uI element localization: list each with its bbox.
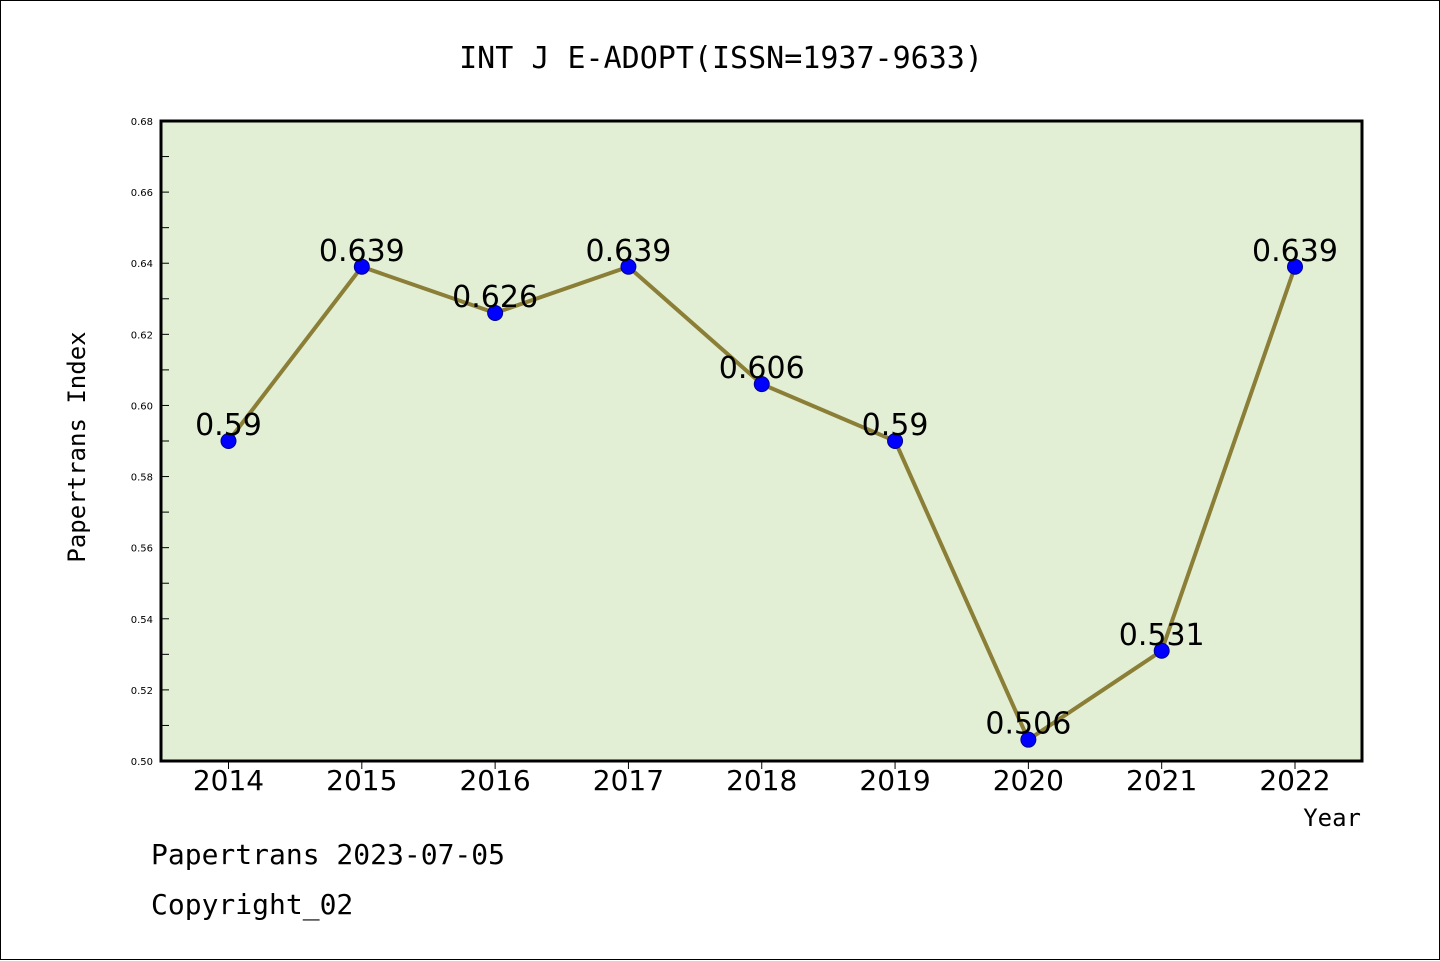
y-tick-label: 0.50 xyxy=(131,757,153,768)
data-point xyxy=(353,258,370,275)
data-point xyxy=(887,433,904,449)
series-markers xyxy=(220,258,1303,748)
y-tick-label: 0.68 xyxy=(131,117,153,128)
y-tick-label: 0.64 xyxy=(131,259,153,270)
x-axis: 2014 2015 2016 2017 2018 2019 2020 2021 2022 xyxy=(193,761,1331,797)
data-point xyxy=(1287,258,1303,275)
y-tick-label: 0.60 xyxy=(131,401,153,412)
x-tick-label: 2020 xyxy=(993,764,1064,797)
data-label: 0.531 xyxy=(1119,618,1205,653)
footer-copyright: Copyright_02 xyxy=(151,888,353,922)
x-tick-label: 2014 xyxy=(193,764,264,797)
data-label: 0.59 xyxy=(195,408,262,443)
data-label: 0.639 xyxy=(585,234,671,269)
y-tick-label: 0.54 xyxy=(131,615,153,626)
y-tick-label: 0.56 xyxy=(131,544,153,555)
footer-date: Papertrans 2023-07-05 xyxy=(151,838,505,871)
data-labels: 0.59 0.639 0.626 0.639 0.606 0.59 0.506 0.531 0.… xyxy=(195,234,1338,742)
data-label: 0.606 xyxy=(719,351,805,386)
plot-area xyxy=(161,121,1362,761)
x-tick-label: 2016 xyxy=(459,764,530,797)
y-tick-label: 0.58 xyxy=(131,473,153,484)
data-point xyxy=(620,258,637,275)
y-tick-label: 0.52 xyxy=(131,686,153,697)
plot-border xyxy=(159,119,1364,763)
data-point xyxy=(1020,731,1037,748)
data-label: 0.639 xyxy=(319,234,405,269)
data-point xyxy=(753,376,770,393)
y-axis: 0.50 0.52 0.54 0.56 0.58 0.60 0.62 0.64 0.66 0.68 xyxy=(131,117,169,768)
x-tick-label: 2017 xyxy=(593,764,664,797)
chart-title: INT J E-ADOPT(ISSN=1937-9633) xyxy=(459,41,983,76)
x-tick-label: 2019 xyxy=(859,764,930,797)
x-tick-label: 2022 xyxy=(1259,764,1330,797)
data-point xyxy=(487,305,504,321)
x-tick-label: 2015 xyxy=(326,764,397,797)
x-tick-label: 2021 xyxy=(1126,764,1197,797)
data-label: 0.506 xyxy=(985,707,1071,742)
y-tick-label: 0.62 xyxy=(131,330,153,341)
data-point xyxy=(1153,642,1170,659)
data-point xyxy=(220,433,237,449)
x-axis-label: Year xyxy=(1303,804,1361,832)
data-label: 0.626 xyxy=(452,280,538,315)
y-axis-label: Papertrans Index xyxy=(63,331,91,562)
data-label: 0.639 xyxy=(1252,234,1338,269)
y-tick-label: 0.66 xyxy=(131,188,153,199)
x-tick-label: 2018 xyxy=(726,764,797,797)
data-label: 0.59 xyxy=(862,408,929,443)
